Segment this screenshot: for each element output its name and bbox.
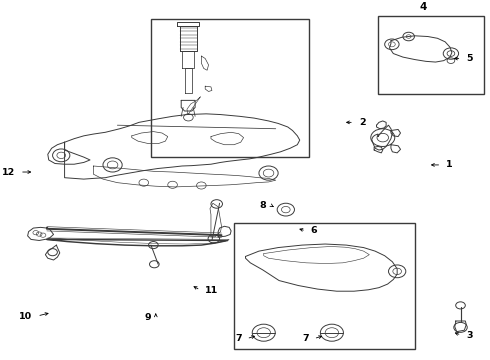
Text: 5: 5	[466, 54, 473, 63]
Text: 1: 1	[446, 161, 453, 170]
Text: 7: 7	[302, 334, 309, 343]
Bar	[234, 223, 415, 349]
Bar	[151, 19, 309, 157]
Text: 12: 12	[2, 167, 15, 176]
Text: 3: 3	[466, 331, 473, 340]
Text: 11: 11	[205, 285, 219, 294]
Text: 8: 8	[259, 201, 266, 210]
Text: 6: 6	[311, 226, 318, 235]
Text: 10: 10	[19, 311, 32, 320]
Text: 2: 2	[359, 118, 366, 127]
Text: 4: 4	[419, 3, 427, 12]
Bar	[378, 16, 484, 94]
Text: 7: 7	[235, 334, 242, 343]
Text: 9: 9	[145, 313, 151, 322]
